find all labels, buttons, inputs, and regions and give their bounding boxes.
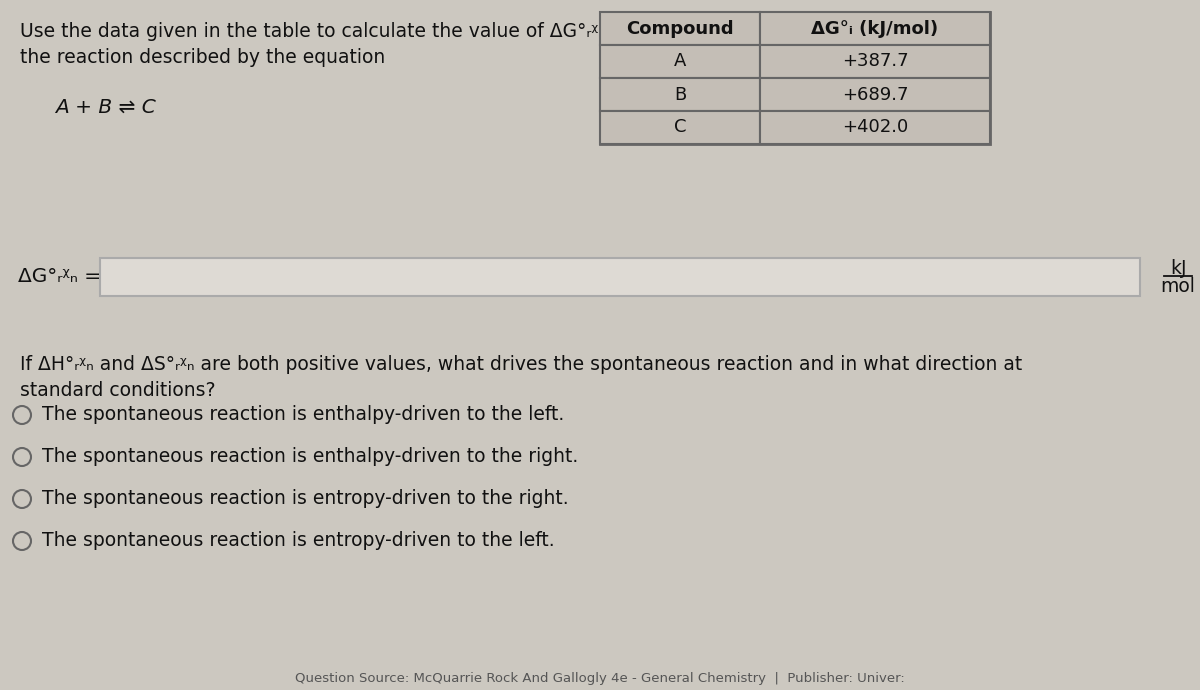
Text: C: C — [673, 119, 686, 137]
Text: The spontaneous reaction is entropy-driven to the left.: The spontaneous reaction is entropy-driv… — [42, 531, 554, 551]
Text: The spontaneous reaction is entropy-driven to the right.: The spontaneous reaction is entropy-driv… — [42, 489, 569, 509]
Text: mol: mol — [1160, 277, 1195, 297]
Bar — [600, 45, 760, 78]
Text: +689.7: +689.7 — [841, 86, 908, 104]
Text: B: B — [674, 86, 686, 104]
Bar — [600, 78, 760, 111]
Text: The spontaneous reaction is enthalpy-driven to the left.: The spontaneous reaction is enthalpy-dri… — [42, 406, 564, 424]
Bar — [760, 12, 990, 45]
Text: Question Source: McQuarrie Rock And Gallogly 4e - General Chemistry  |  Publishe: Question Source: McQuarrie Rock And Gall… — [295, 672, 905, 685]
Text: Compound: Compound — [626, 19, 734, 37]
Bar — [760, 45, 990, 78]
Text: A: A — [674, 52, 686, 70]
Bar — [600, 12, 990, 144]
Text: the reaction described by the equation: the reaction described by the equation — [20, 48, 385, 67]
Text: The spontaneous reaction is enthalpy-driven to the right.: The spontaneous reaction is enthalpy-dri… — [42, 448, 578, 466]
Text: standard conditions?: standard conditions? — [20, 381, 216, 400]
Text: Use the data given in the table to calculate the value of ΔG°ᵣᵡₙ at 25° C for: Use the data given in the table to calcu… — [20, 22, 720, 41]
Text: ΔG°ᵣᵡₙ =: ΔG°ᵣᵡₙ = — [18, 268, 101, 286]
Text: If ΔH°ᵣᵡₙ and ΔS°ᵣᵡₙ are both positive values, what drives the spontaneous react: If ΔH°ᵣᵡₙ and ΔS°ᵣᵡₙ are both positive v… — [20, 355, 1022, 374]
Text: ΔG°ᵢ (kJ/mol): ΔG°ᵢ (kJ/mol) — [811, 19, 938, 37]
Bar — [600, 111, 760, 144]
Text: +387.7: +387.7 — [841, 52, 908, 70]
Text: +402.0: +402.0 — [842, 119, 908, 137]
Bar — [100, 258, 1140, 296]
Bar — [600, 12, 760, 45]
Bar — [760, 78, 990, 111]
Text: A + B ⇌ C: A + B ⇌ C — [55, 98, 156, 117]
Bar — [760, 111, 990, 144]
Text: kJ: kJ — [1170, 259, 1187, 277]
